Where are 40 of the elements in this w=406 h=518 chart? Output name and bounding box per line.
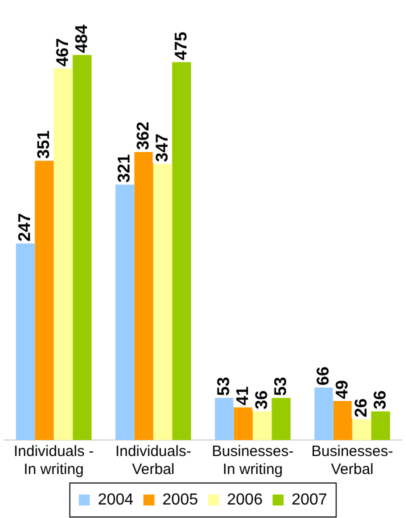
data-label: 26	[351, 398, 370, 418]
data-label: 475	[171, 32, 190, 60]
data-label: 53	[270, 376, 290, 396]
legend-label: 2006	[227, 491, 263, 508]
bar	[72, 55, 92, 440]
x-tick-label: Individuals - In writing	[14, 443, 94, 478]
bar	[252, 411, 272, 440]
bar	[214, 398, 234, 440]
bar	[54, 68, 73, 440]
data-label: 41	[232, 386, 252, 406]
bar	[352, 419, 372, 440]
data-label: 467	[52, 38, 72, 67]
legend-label: 2005	[162, 491, 198, 508]
bar	[134, 152, 154, 440]
data-label: 351	[34, 130, 53, 159]
data-label: 247	[15, 213, 34, 242]
bar	[272, 398, 291, 440]
data-label: 66	[314, 366, 333, 386]
bar	[34, 160, 54, 440]
data-label: 49	[332, 380, 352, 400]
data-label: 53	[214, 376, 234, 396]
data-label: 36	[370, 390, 390, 410]
bar	[314, 388, 334, 440]
legend-label: 2004	[98, 491, 134, 508]
data-label: 484	[72, 24, 91, 53]
legend-label: 2007	[292, 491, 328, 508]
bar	[115, 184, 134, 440]
bar	[234, 407, 253, 440]
bar	[153, 164, 172, 440]
data-label: 36	[252, 390, 271, 410]
x-tick-label: Individuals- Verbal	[115, 443, 192, 478]
bar	[16, 244, 35, 440]
data-label: 321	[114, 154, 134, 183]
data-label: 347	[152, 134, 172, 162]
x-tick-label: Businesses- Verbal	[311, 443, 394, 478]
bar	[172, 62, 192, 440]
bar	[333, 401, 352, 440]
bar	[371, 411, 390, 440]
x-tick-label: Businesses- In writing	[212, 443, 294, 478]
data-label: 362	[133, 122, 152, 150]
